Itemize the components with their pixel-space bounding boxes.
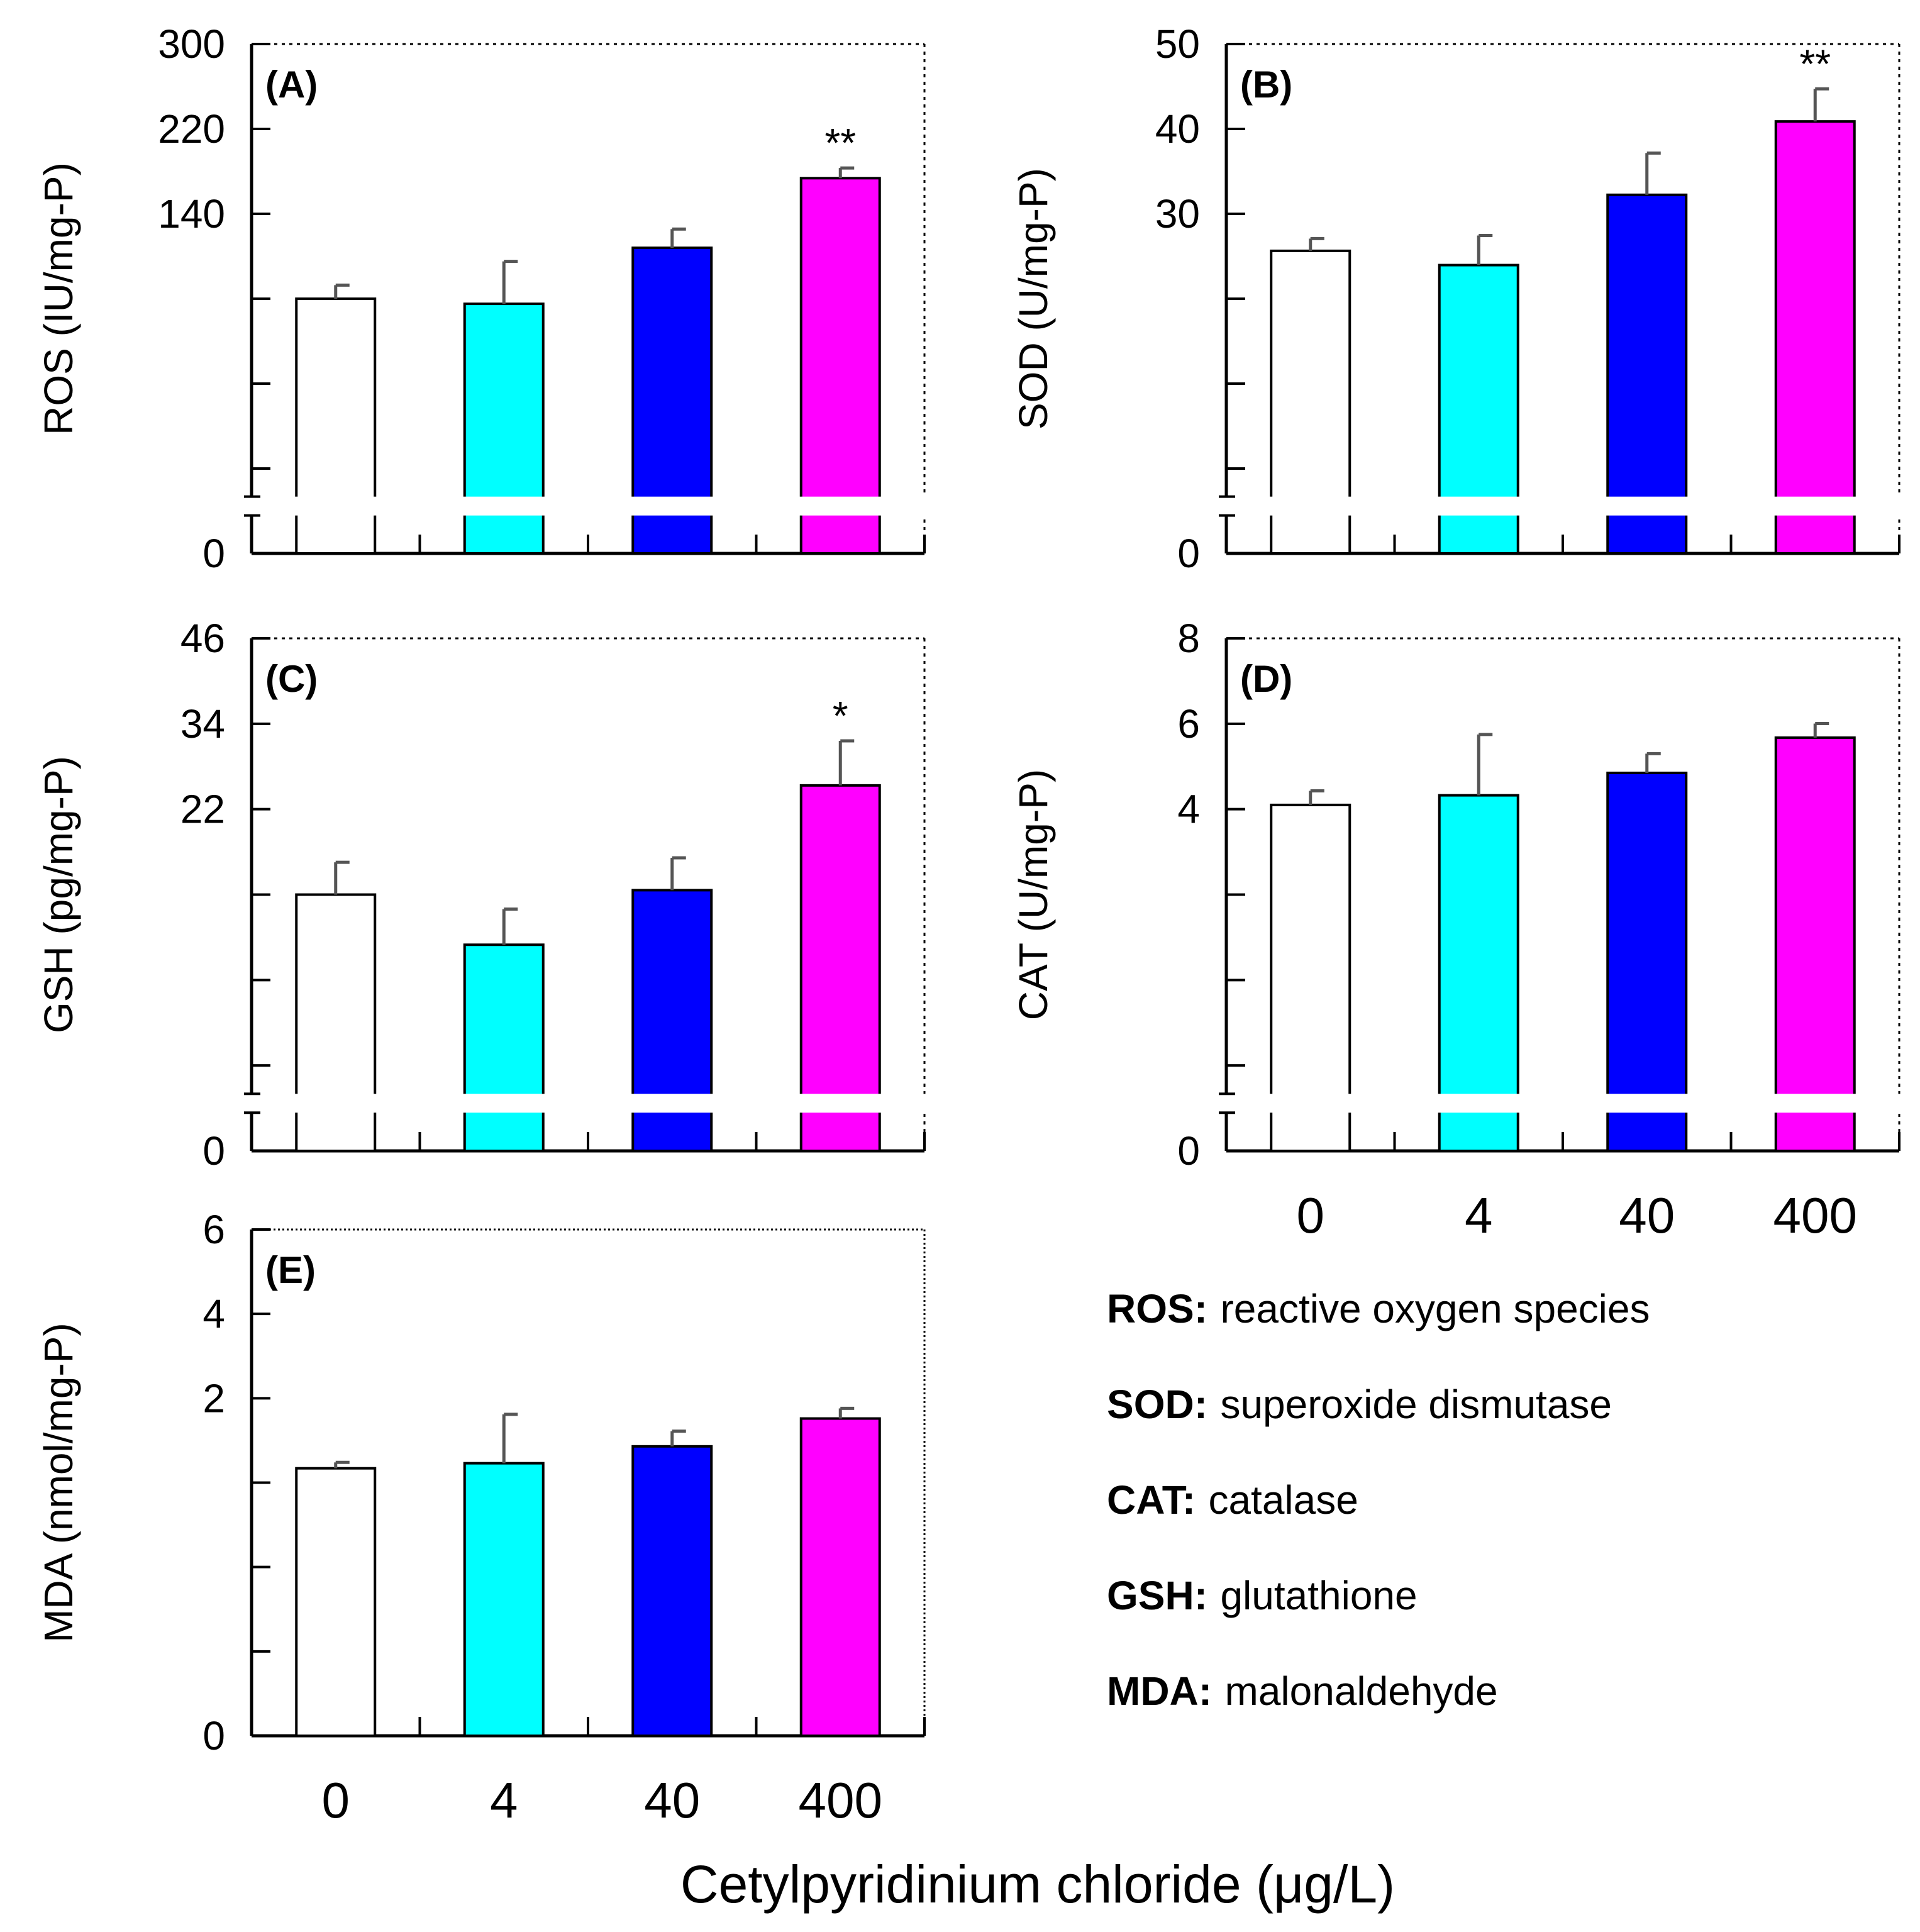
abbr-def-sod: superoxide dismutase <box>1220 1382 1612 1427</box>
svg-text:CAT: catalase: CAT: catalase <box>1107 1477 1358 1523</box>
bar-e-4 <box>463 1462 545 1737</box>
svg-text:SOD: superoxide dismutas: SOD: superoxide dismutase <box>1107 1382 1612 1427</box>
abbr-def-gsh: glutathione <box>1220 1573 1417 1618</box>
y-tick-label-b-50: 50 <box>1155 21 1200 67</box>
y-tick-label-e-6: 6 <box>203 1207 225 1252</box>
panel-tag-b: (B) <box>1240 64 1292 106</box>
bar-c-4 <box>463 943 545 1152</box>
y-tick-label-c-46: 46 <box>180 616 225 661</box>
svg-text:MDA: malonaldehyde: MDA: malonaldehyde <box>1107 1668 1498 1714</box>
bar-a-4 <box>463 303 545 555</box>
abbr-def-ros: reactive oxygen species <box>1220 1286 1650 1331</box>
axis-break-a <box>248 496 928 516</box>
y-tick-label-d-6: 6 <box>1177 701 1200 747</box>
axis-break-d <box>1223 1094 1903 1113</box>
x-tick-label-d-4: 4 <box>1465 1187 1493 1243</box>
y-axis-title-b: SOD (U/mg-P) <box>1011 168 1056 430</box>
x-tick-label-e-400: 400 <box>799 1772 882 1828</box>
bar-d-0 <box>1270 803 1351 1152</box>
y-tick-label-b-30: 30 <box>1155 191 1200 236</box>
y-tick-label-e-0: 0 <box>203 1713 225 1758</box>
axis-break-b <box>1223 496 1903 516</box>
y-tick-label-c-34: 34 <box>180 701 225 747</box>
panel-tag-c: (C) <box>265 658 318 700</box>
x-axis-title: Cetylpyridinium chloride (μg/L) <box>680 1855 1395 1914</box>
y-axis-title-a: ROS (IU/mg-P) <box>36 162 81 435</box>
abbr-def-mda: malonaldehyde <box>1225 1668 1498 1714</box>
bar-e-400 <box>799 1417 881 1738</box>
y-tick-label-e-2: 2 <box>203 1375 225 1421</box>
x-tick-label-d-400: 400 <box>1773 1187 1857 1243</box>
y-axis-title-d: CAT (U/mg-P) <box>1011 769 1056 1020</box>
y-axis-title-c: GSH (pg/mg-P) <box>36 756 81 1033</box>
y-tick-label-a-300: 300 <box>158 21 225 67</box>
significance-mark-a-400: ** <box>824 120 856 165</box>
x-tick-label-d-40: 40 <box>1619 1187 1675 1243</box>
abbr-term-mda: MDA: <box>1107 1668 1212 1714</box>
bar-b-400 <box>1774 120 1856 555</box>
y-tick-label-c-22: 22 <box>180 787 225 832</box>
abbr-term-cat: CAT: <box>1107 1477 1196 1523</box>
y-axis-title-e: MDA (nmol/mg-P) <box>36 1323 81 1643</box>
y-tick-label-d-0: 0 <box>1177 1128 1200 1174</box>
svg-text:ROS: reactive oxygen spe: ROS: reactive oxygen species <box>1107 1286 1650 1331</box>
panel-e: 0 2 4 6 MDA (nmol/mg-P) (E) 0 4 40 400 <box>36 1207 926 1828</box>
x-tick-label-e-40: 40 <box>644 1772 700 1828</box>
panel-tag-e: (E) <box>265 1249 316 1291</box>
significance-mark-c-400: * <box>833 693 848 738</box>
bar-d-400 <box>1774 736 1856 1152</box>
y-tick-label-a-0: 0 <box>203 531 225 576</box>
y-tick-label-d-8: 8 <box>1177 616 1200 661</box>
panel-tag-a: (A) <box>265 64 318 106</box>
y-tick-label-b-0: 0 <box>1177 531 1200 576</box>
bar-b-40 <box>1606 193 1688 555</box>
y-tick-label-c-0: 0 <box>203 1128 225 1174</box>
x-tick-label-e-0: 0 <box>322 1772 350 1828</box>
panel-c: 0 22 34 46 GSH (pg/mg-P) (C) * <box>36 616 928 1174</box>
y-tick-label-d-4: 4 <box>1177 787 1200 832</box>
bar-e-40 <box>631 1445 713 1738</box>
abbr-term-ros: ROS: <box>1107 1286 1207 1331</box>
bar-d-40 <box>1606 771 1688 1152</box>
y-tick-label-a-220: 220 <box>158 106 225 152</box>
abbr-def-cat: catalase <box>1208 1477 1358 1523</box>
panel-b: 0 30 40 50 SOD (U/mg-P) (B) ** <box>1011 21 1903 576</box>
axis-break-c <box>248 1094 928 1113</box>
abbr-term-gsh: GSH: <box>1107 1573 1207 1618</box>
abbreviation-legend: ROS: reactive oxygen species SOD: supero… <box>1107 1286 1650 1714</box>
abbr-term-sod: SOD: <box>1107 1382 1207 1427</box>
bar-c-400 <box>799 784 881 1152</box>
panel-tag-d: (D) <box>1240 658 1292 700</box>
x-tick-label-d-0: 0 <box>1297 1187 1325 1243</box>
y-tick-label-a-140: 140 <box>158 191 225 236</box>
svg-text:GSH: glutathione: GSH: glutathione <box>1107 1573 1418 1618</box>
panel-a: 0 140 220 300 ROS (IU/mg-P) (A) ** <box>36 21 928 576</box>
x-tick-label-e-4: 4 <box>490 1772 518 1828</box>
bar-e-0 <box>295 1467 377 1737</box>
significance-mark-b-400: ** <box>1799 41 1831 86</box>
y-tick-label-e-4: 4 <box>203 1291 225 1336</box>
y-tick-label-b-40: 40 <box>1155 106 1200 152</box>
panel-d: 0 4 6 8 CAT (U/mg-P) (D) 0 4 40 400 <box>1011 616 1903 1243</box>
